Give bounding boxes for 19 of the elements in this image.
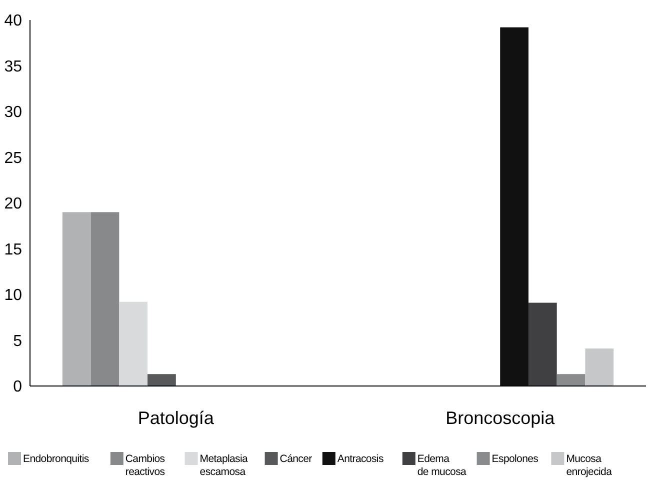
x-tick-label: Patología <box>138 408 215 428</box>
legend-label: Cambios reactivos <box>125 453 165 478</box>
x-tick-label: Broncoscopia <box>446 408 556 428</box>
y-tick-label: 20 <box>4 196 22 213</box>
y-tick-label: 40 <box>4 12 22 30</box>
legend-label: Espolones <box>492 453 538 465</box>
y-tick-label: 10 <box>4 287 22 304</box>
legend-label: Edema de mucosa <box>417 453 467 478</box>
legend-label: Metaplasia escamosa <box>200 453 248 478</box>
legend-label: Antracosis <box>337 453 384 465</box>
y-tick-label: 15 <box>4 241 22 258</box>
y-tick-label: 5 <box>13 332 22 350</box>
y-tick-label: 0 <box>13 378 22 396</box>
y-tick-label: 25 <box>4 150 22 167</box>
legend-label: Cáncer <box>280 453 313 465</box>
y-tick-label: 35 <box>4 58 22 76</box>
legend-label: Endobronquitis <box>23 453 89 465</box>
y-tick-label: 30 <box>4 104 22 122</box>
legend-label: Mucosa enrojecida <box>566 453 612 478</box>
